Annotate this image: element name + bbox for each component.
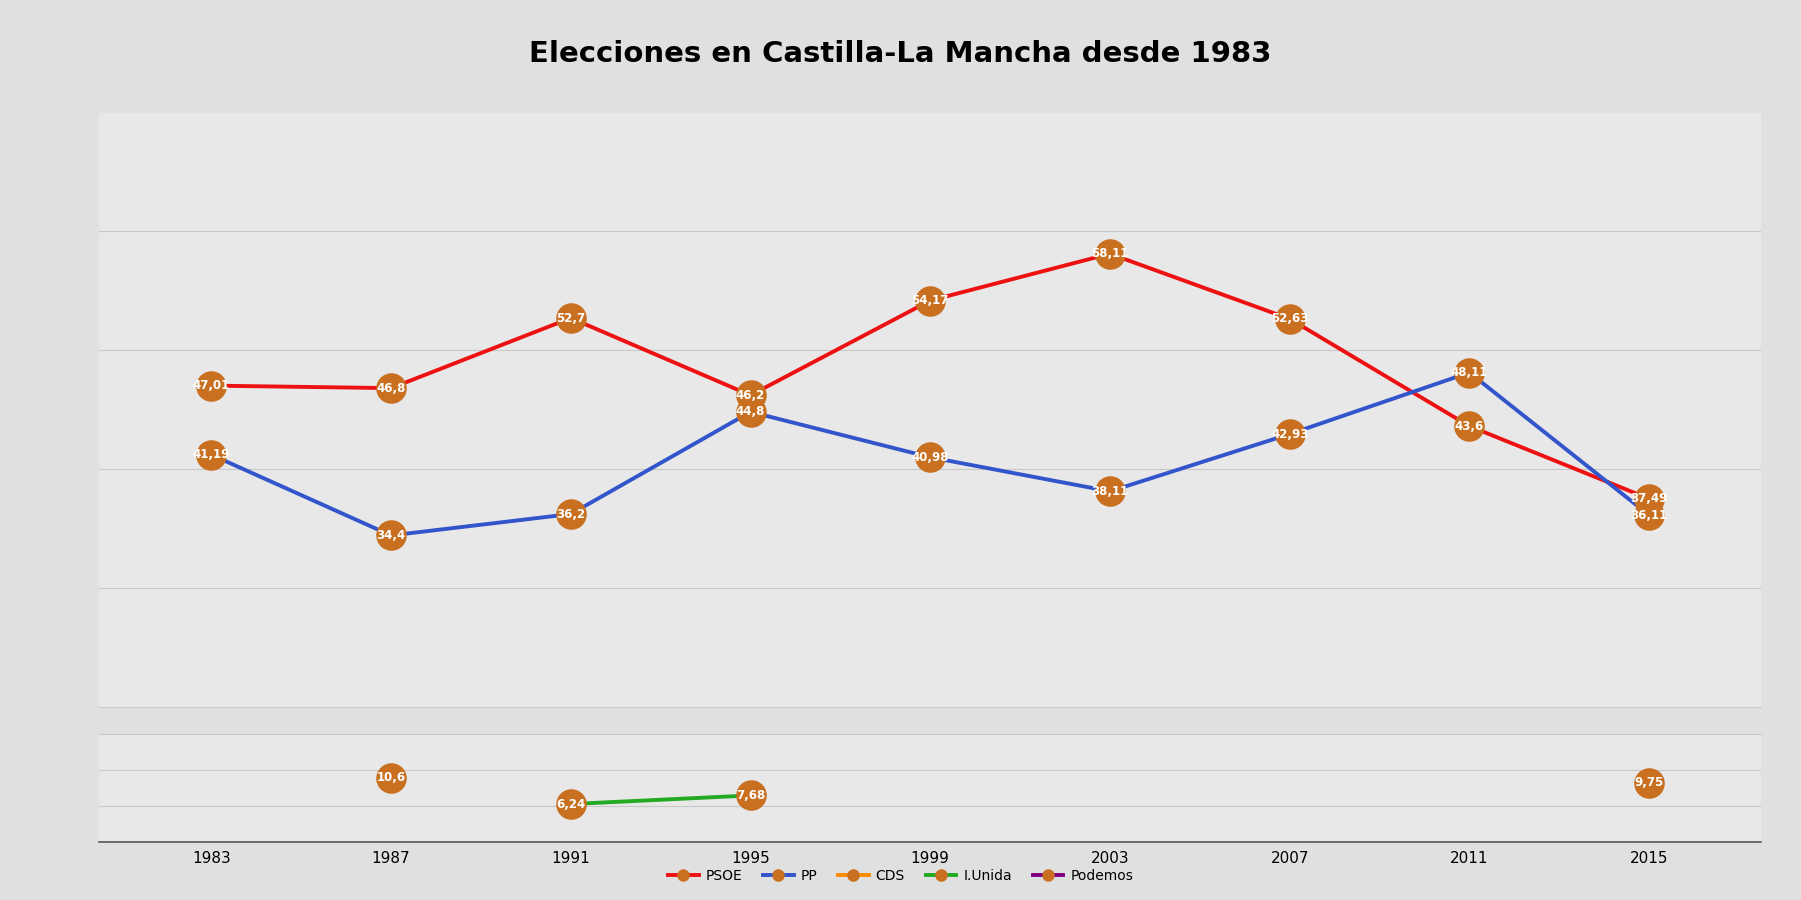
Text: 46,2: 46,2	[737, 389, 765, 401]
Text: 36,2: 36,2	[557, 508, 585, 520]
Text: 7,68: 7,68	[737, 789, 765, 802]
Text: 54,17: 54,17	[911, 294, 949, 307]
Text: 52,7: 52,7	[557, 311, 585, 325]
Text: 6,24: 6,24	[557, 797, 585, 811]
Text: 38,11: 38,11	[1091, 485, 1129, 498]
Text: Elecciones en Castilla-La Mancha desde 1983: Elecciones en Castilla-La Mancha desde 1…	[529, 40, 1272, 68]
Text: 44,8: 44,8	[737, 405, 765, 418]
Text: 42,93: 42,93	[1272, 428, 1308, 441]
Text: 36,11: 36,11	[1630, 508, 1668, 522]
Text: 41,19: 41,19	[193, 448, 231, 462]
Text: 40,98: 40,98	[911, 451, 949, 464]
Text: 9,75: 9,75	[1635, 777, 1664, 789]
Text: 46,8: 46,8	[376, 382, 405, 394]
Text: 48,11: 48,11	[1450, 366, 1488, 379]
Text: 34,4: 34,4	[376, 529, 405, 542]
Legend: PSOE, PP, CDS, I.Unida, Podemos: PSOE, PP, CDS, I.Unida, Podemos	[663, 863, 1138, 888]
Text: 10,6: 10,6	[376, 771, 405, 785]
Text: 37,49: 37,49	[1630, 492, 1668, 505]
Text: 43,6: 43,6	[1455, 419, 1484, 433]
Text: 47,01: 47,01	[193, 379, 231, 392]
Text: 52,63: 52,63	[1272, 312, 1308, 326]
Text: 58,11: 58,11	[1091, 248, 1129, 260]
